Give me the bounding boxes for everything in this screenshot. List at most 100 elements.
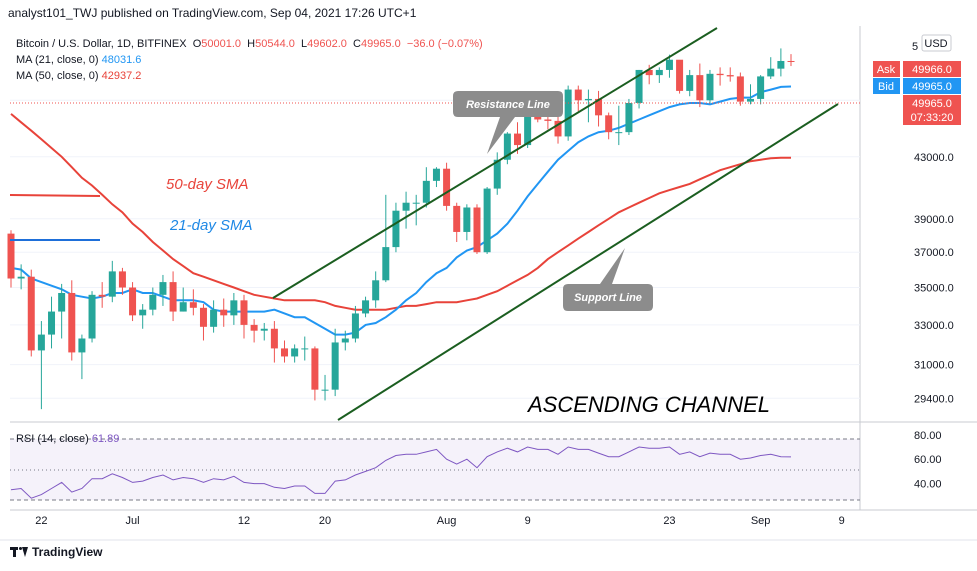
ma21-line[interactable] (10, 85, 792, 336)
support-callout[interactable]: Support Line (563, 248, 653, 311)
candle-body (787, 60, 795, 62)
last-price-box (903, 95, 961, 125)
candle-body (382, 247, 390, 281)
candles (7, 48, 795, 410)
rsi-line-group (10, 446, 792, 499)
candle-body (372, 280, 380, 301)
candle-body (118, 271, 126, 288)
footer-brand[interactable]: TradingView (10, 545, 102, 559)
bar-countdown: 07:33:20 (911, 112, 954, 124)
candle-body (432, 168, 440, 181)
last-price-value: 49965.0 (912, 98, 952, 110)
candle-body (331, 342, 339, 390)
candle-body (98, 294, 106, 297)
candle-body (625, 102, 633, 133)
candle-body (189, 302, 197, 308)
ohlc-change: −36.0 (−0.07%) (406, 38, 483, 50)
time-axis[interactable]: 22 Jul 12 20 Aug 9 23 Sep 9 (35, 515, 844, 527)
candle-body (129, 287, 137, 316)
pattern-annotation: ASCENDING CHANNEL (526, 392, 770, 417)
candle-body (210, 309, 218, 327)
candle-body (453, 205, 461, 232)
candle-body (291, 348, 299, 357)
rsi-tick-label: 40.00 (914, 479, 942, 491)
rsi-name: RSI (14, close) (16, 433, 89, 445)
ask-value: 49966.0 (912, 64, 952, 76)
time-tick-label: 9 (839, 515, 845, 527)
candle-body (483, 188, 491, 253)
rsi-axis[interactable]: 80.00 60.00 40.00 (914, 430, 942, 491)
candle-body (230, 300, 238, 316)
candle-body (746, 98, 754, 102)
ohlc-high-value: 50544.0 (255, 38, 295, 50)
rsi-label: RSI (14, close) 61.89 (16, 433, 119, 445)
rsi-band (10, 439, 860, 500)
ma21-legend-value: 48031.6 (101, 54, 142, 66)
candle-body (655, 69, 663, 76)
ohlc-high: H50544.0 (247, 38, 295, 50)
candle-body (635, 69, 643, 103)
price-tick-label: 31000.0 (914, 360, 954, 372)
candle-body (68, 292, 76, 353)
time-tick-label: Aug (437, 515, 457, 527)
tradingview-logo-icon (10, 547, 28, 557)
currency-selector[interactable]: USD (921, 34, 952, 52)
time-tick-label: 12 (238, 515, 250, 527)
candle-body (696, 75, 704, 101)
candle-body (564, 89, 572, 137)
publisher-line: analyst101_TWJ published on TradingView.… (8, 6, 417, 20)
ohlc-close-value: 49965.0 (360, 38, 401, 50)
bid-value-box (903, 78, 961, 94)
price-tick-label: 43000.0 (914, 152, 954, 164)
ask-value-box (903, 61, 961, 77)
candle-body (686, 75, 694, 91)
candle-body (270, 328, 278, 349)
time-tick-label: Jul (126, 515, 140, 527)
candle-body (554, 120, 562, 137)
candle-body (311, 348, 319, 390)
grid-lines (10, 99, 860, 399)
ohlc-low-value: 49602.0 (307, 38, 347, 50)
candle-body (544, 119, 552, 121)
candle-body (199, 307, 207, 327)
sma50-annotation: 50-day SMA (166, 176, 249, 193)
candle-body (473, 207, 481, 253)
price-axis[interactable]: 47000.043000.039000.037000.035000.033000… (914, 95, 954, 405)
ma21-legend-row[interactable]: MA (21, close, 0) 48031.6 (16, 52, 483, 68)
support-callout-shape (563, 248, 653, 311)
rsi-line[interactable] (10, 446, 792, 499)
ma50-line[interactable] (10, 113, 791, 311)
candle-body (605, 115, 613, 133)
candle-body (159, 282, 167, 295)
candle-body (7, 233, 15, 279)
chart-legend: Bitcoin / U.S. Dollar, 1D, BITFINEX O500… (16, 36, 483, 84)
candle-body (250, 324, 258, 331)
candle-body (220, 309, 228, 316)
channel-lower-line[interactable] (337, 103, 839, 421)
candle-body (716, 73, 724, 76)
ma50-legend-label: MA (50, close, 0) (16, 70, 99, 82)
rsi-value: 61.89 (92, 433, 120, 445)
ask-tag: Ask 49966.0 (873, 61, 961, 77)
candle-body (595, 98, 603, 116)
candle-body (615, 132, 623, 134)
candle-body (321, 389, 329, 391)
ohlc-open-value: 50001.0 (201, 38, 242, 50)
price-tick-label: 35000.0 (914, 283, 954, 295)
candle-body (412, 202, 420, 204)
channel-upper-line[interactable] (272, 27, 718, 299)
candle-body (514, 133, 521, 146)
candle-body (139, 309, 147, 316)
candle-body (493, 159, 501, 189)
symbol-name[interactable]: Bitcoin / U.S. Dollar, 1D, BITFINEX (16, 38, 187, 50)
ma50-legend-row[interactable]: MA (50, close, 0) 42937.2 (16, 68, 483, 84)
ask-label: Ask (877, 64, 896, 76)
candle-body (149, 294, 157, 310)
price-tick-label: 37000.0 (914, 247, 954, 259)
resistance-callout[interactable]: Resistance Line (453, 91, 563, 154)
sma50-legend-stub (9, 194, 101, 197)
price-tick-label: 33000.0 (914, 320, 954, 332)
main-plot-area[interactable] (10, 26, 860, 422)
candle-body (402, 202, 410, 211)
